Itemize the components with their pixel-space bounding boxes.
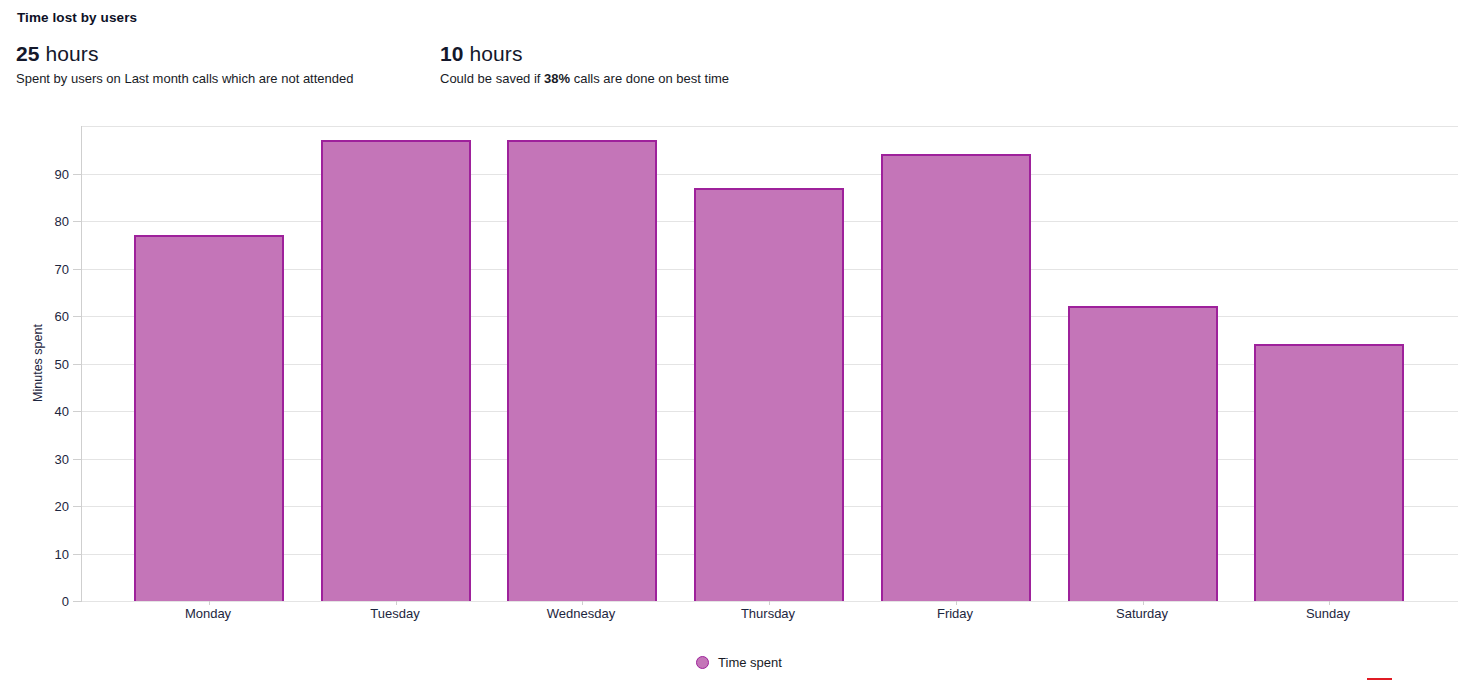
y-tick-mark [73, 459, 82, 460]
legend-marker-icon[interactable] [696, 656, 709, 669]
stat-number: 25 [16, 42, 40, 65]
x-tick-mark [1329, 601, 1330, 605]
stat-time-savable: 10 hours Could be saved if 38% calls are… [440, 42, 729, 86]
page-title: Time lost by users [17, 10, 137, 25]
y-axis-tick-labels: 0102030405060708090 [0, 126, 69, 601]
y-tick-mark [73, 506, 82, 507]
y-tick-mark [73, 221, 82, 222]
dashboard-card: Time lost by users 25 hours Spent by use… [0, 0, 1478, 681]
x-tick-mark [209, 601, 210, 605]
y-tick-mark [73, 554, 82, 555]
red-underline-decoration [1367, 678, 1392, 680]
stat-number: 10 [440, 42, 464, 65]
legend: Time spent [0, 655, 1478, 670]
x-tick-mark [582, 601, 583, 605]
y-tick-label-40: 40 [55, 404, 69, 419]
gridline-90 [82, 174, 1458, 175]
y-tick-mark [73, 269, 82, 270]
stat-time-savable-value: 10 hours [440, 42, 729, 66]
stat-unit: hours [470, 42, 523, 65]
bar-wednesday[interactable] [507, 140, 657, 601]
stat-time-lost: 25 hours Spent by users on Last month ca… [16, 42, 353, 86]
y-tick-label-70: 70 [55, 262, 69, 277]
x-tick-label-sunday: Sunday [1306, 606, 1350, 621]
x-tick-label-tuesday: Tuesday [370, 606, 419, 621]
bar-thursday[interactable] [694, 188, 844, 601]
gridline-0 [82, 601, 1458, 602]
x-tick-mark [1143, 601, 1144, 605]
y-tick-label-60: 60 [55, 309, 69, 324]
x-tick-label-friday: Friday [937, 606, 973, 621]
x-tick-label-saturday: Saturday [1116, 606, 1168, 621]
x-tick-mark [396, 601, 397, 605]
x-tick-mark [769, 601, 770, 605]
y-tick-label-10: 10 [55, 547, 69, 562]
gridline-100 [82, 126, 1458, 127]
x-tick-mark [956, 601, 957, 605]
y-tick-label-90: 90 [55, 167, 69, 182]
y-tick-mark [73, 316, 82, 317]
plot-area [81, 126, 1458, 601]
y-tick-label-50: 50 [55, 357, 69, 372]
y-tick-label-0: 0 [62, 594, 69, 609]
y-tick-label-80: 80 [55, 214, 69, 229]
y-tick-mark [73, 174, 82, 175]
y-tick-label-30: 30 [55, 452, 69, 467]
y-tick-mark [73, 411, 82, 412]
x-axis-tick-labels: Monday Tuesday Wednesday Thursday Friday Satu… [81, 606, 1457, 626]
x-tick-label-thursday: Thursday [741, 606, 795, 621]
stat-time-lost-value: 25 hours [16, 42, 353, 66]
y-tick-label-20: 20 [55, 499, 69, 514]
stat-unit: hours [46, 42, 99, 65]
bar-sunday[interactable] [1254, 344, 1404, 601]
bar-tuesday[interactable] [321, 140, 471, 601]
bar-monday[interactable] [134, 235, 284, 601]
stat-time-savable-description: Could be saved if 38% calls are done on … [440, 71, 729, 86]
x-tick-label-wednesday: Wednesday [547, 606, 615, 621]
bar-friday[interactable] [881, 154, 1031, 601]
x-tick-label-monday: Monday [185, 606, 231, 621]
stat-time-lost-description: Spent by users on Last month calls which… [16, 71, 353, 86]
y-tick-mark [73, 601, 82, 602]
bar-saturday[interactable] [1068, 306, 1218, 601]
y-tick-mark [73, 364, 82, 365]
legend-label[interactable]: Time spent [718, 655, 782, 670]
